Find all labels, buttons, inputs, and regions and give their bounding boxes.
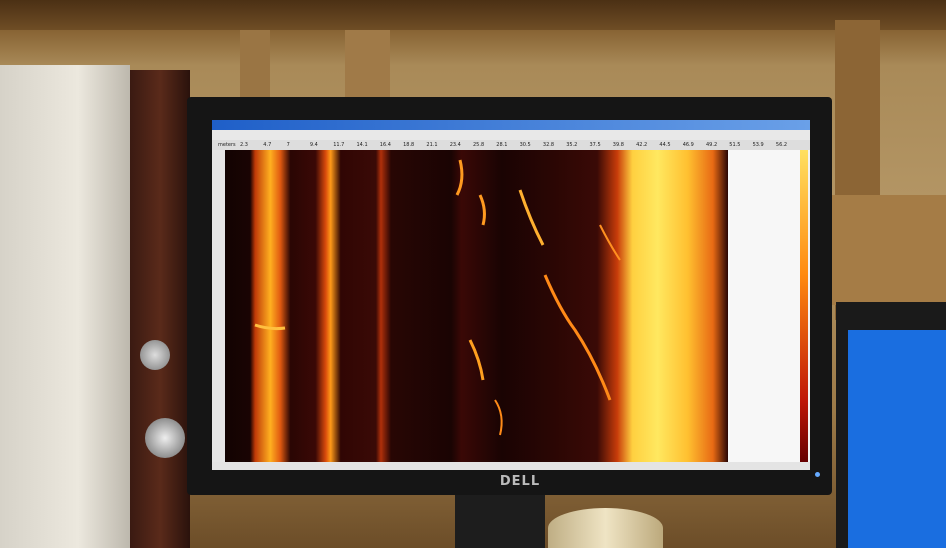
range-tick-label: 49.2: [706, 142, 718, 148]
post: [240, 30, 270, 100]
range-tick-label: 11.7: [333, 142, 345, 148]
color-bar: [800, 150, 808, 462]
range-tick-label: 44.5: [659, 142, 671, 148]
trace: [468, 339, 485, 381]
knob: [145, 418, 185, 458]
trace: [599, 224, 621, 261]
status-bar: [212, 462, 810, 470]
range-tick-label: 32.8: [542, 142, 555, 148]
brand-logo: DELL: [499, 474, 541, 489]
range-tick-label: 51.5: [729, 142, 741, 148]
time-axis: [212, 150, 225, 462]
trace: [494, 399, 503, 436]
range-tick-label: 2.3: [240, 142, 248, 148]
echo-traces: [254, 159, 621, 436]
range-tick-label: 16.4: [379, 142, 391, 148]
beam: [0, 0, 946, 30]
range-tick-label: 7: [286, 142, 290, 148]
screen: meters 2.3 4.7 7 9.4 11.7 14.1 16.4 18.8 21.1 23.…: [212, 120, 810, 470]
trace: [518, 189, 545, 246]
equipment-panel: [130, 70, 190, 548]
axis-label: meters: [218, 142, 236, 148]
echogram: [225, 150, 728, 462]
range-tick-label: 37.5: [589, 142, 601, 148]
range-tick-label: 21.1: [426, 142, 438, 148]
side-panel: [728, 150, 800, 462]
equipment-case: [0, 65, 130, 548]
range-tick-label: 35.2: [566, 142, 578, 148]
range-tick-label: 39.8: [612, 142, 624, 148]
range-tick-label: 56.2: [775, 142, 788, 148]
range-tick-label: 28.1: [496, 142, 508, 148]
range-tick-label: 18.8: [403, 142, 415, 148]
title-bar: [212, 120, 810, 130]
second-screen: [848, 330, 946, 548]
range-tick-label: 14.1: [356, 142, 368, 148]
knob: [140, 340, 170, 370]
range-tick-label: 25.8: [473, 142, 485, 148]
range-tick-label: 9.4: [309, 142, 318, 148]
trace: [455, 159, 464, 196]
power-led: [815, 472, 820, 477]
monitor-stand: [455, 495, 545, 548]
range-tick-label: 23.4: [449, 142, 461, 148]
post: [345, 30, 390, 100]
menu-bar: [212, 130, 810, 140]
shelf: [830, 195, 946, 305]
range-tick-label: 42.2: [636, 142, 648, 148]
tick-row: [212, 140, 810, 150]
trace: [543, 274, 612, 401]
trace: [478, 194, 486, 226]
trace: [254, 323, 286, 331]
range-tick-label: 30.5: [519, 142, 531, 148]
range-tick-label: 4.7: [263, 142, 272, 148]
range-tick-label: 46.9: [682, 142, 694, 148]
cup: [548, 508, 663, 548]
range-tick-label: 53.9: [752, 142, 764, 148]
